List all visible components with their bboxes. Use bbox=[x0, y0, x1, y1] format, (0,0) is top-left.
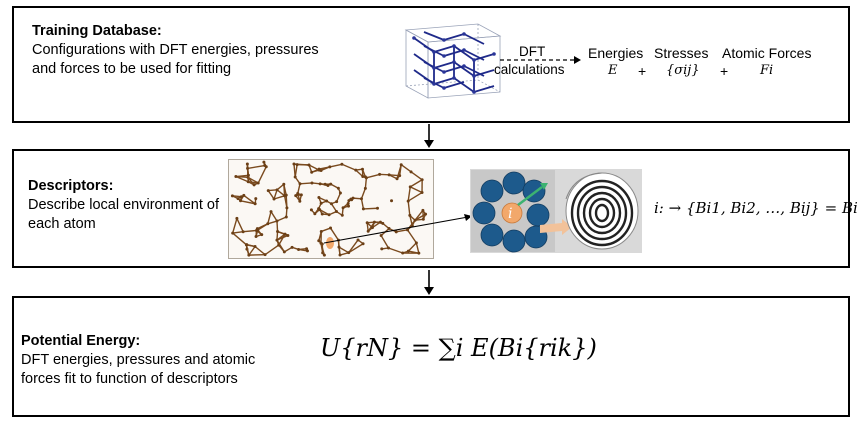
dft-arrow-label: DFT bbox=[519, 44, 546, 59]
training-database-text: Training Database: Configurations with D… bbox=[32, 22, 332, 79]
down-arrow-icon bbox=[424, 124, 434, 148]
plus-sign: + bbox=[720, 63, 729, 79]
panel-title: Potential Energy: bbox=[21, 333, 141, 349]
panel-description: DFT energies, pressures and atomic force… bbox=[21, 352, 256, 387]
calculations-arrow-label: calculations bbox=[494, 62, 565, 77]
central-atom-label: i bbox=[508, 206, 512, 222]
potential-energy-panel: Potential Energy: DFT energies, pressure… bbox=[12, 296, 850, 417]
training-database-panel: Training Database: Configurations with D… bbox=[12, 6, 850, 123]
panel-title: Descriptors: bbox=[28, 178, 114, 194]
energies-symbol: E bbox=[608, 63, 618, 78]
down-arrow-icon bbox=[424, 270, 434, 295]
descriptors-panel: Descriptors: Describe local environment … bbox=[12, 149, 858, 268]
crystal-lattice-image bbox=[404, 23, 502, 99]
forces-symbol: Fi bbox=[760, 63, 774, 78]
local-environment-fingerprint-image: i bbox=[470, 169, 642, 253]
stresses-label: Stresses bbox=[654, 45, 709, 61]
potential-energy-equation: U{rN} = ∑i E(Bi{rik}) bbox=[320, 334, 597, 362]
panel-description: Configurations with DFT energies, pressu… bbox=[32, 42, 319, 77]
descriptors-text: Descriptors: Describe local environment … bbox=[28, 177, 233, 234]
atomic-forces-label: Atomic Forces bbox=[722, 45, 812, 61]
equation-expression: U{rN} = ∑i E(Bi{rik}) bbox=[320, 334, 597, 362]
dashed-arrow-icon bbox=[500, 56, 581, 64]
mapping-expression: i: → {Bi1, Bi2, …, Bij} = Bi bbox=[654, 199, 858, 217]
stresses-symbol: {σij} bbox=[666, 63, 700, 78]
panel-title: Training Database: bbox=[32, 23, 162, 39]
energies-label: Energies bbox=[588, 45, 644, 61]
plus-sign: + bbox=[638, 63, 647, 79]
pointer-arrow-icon bbox=[324, 214, 472, 244]
panel-description: Describe local environment of each atom bbox=[28, 197, 220, 232]
potential-energy-text: Potential Energy: DFT energies, pressure… bbox=[21, 332, 276, 389]
highlighted-atom bbox=[326, 237, 334, 249]
amorphous-network-image bbox=[228, 159, 434, 259]
descriptor-mapping-equation: i: → {Bi1, Bi2, …, Bij} = Bi bbox=[654, 199, 858, 217]
